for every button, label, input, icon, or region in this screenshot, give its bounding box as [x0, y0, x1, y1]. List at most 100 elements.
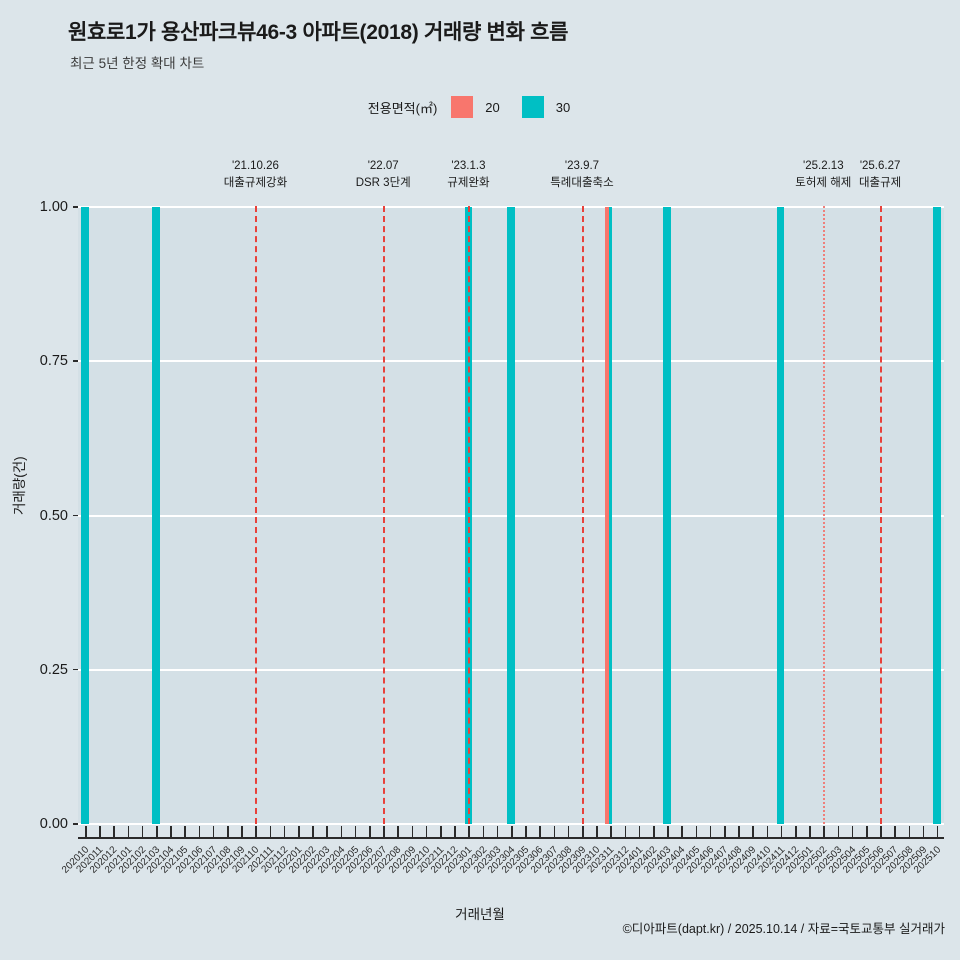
- x-tick-mark: [553, 826, 556, 837]
- y-axis-title: 거래량(건): [12, 456, 27, 515]
- bar[interactable]: [507, 207, 515, 824]
- bars: [78, 207, 944, 824]
- x-tick-mark: [241, 826, 243, 837]
- annotation-label: '23.1.3 규제완화: [447, 158, 489, 191]
- x-tick-mark: [652, 826, 655, 837]
- x-tick-mark: [567, 826, 570, 837]
- annotation-label: '23.9.7 특례대출축소: [550, 158, 613, 191]
- legend-label-30: 30: [555, 99, 571, 115]
- y-tick-mark: [73, 668, 78, 671]
- bar[interactable]: [777, 207, 785, 824]
- y-tick-label: 1.00: [39, 199, 68, 215]
- plot-area: [78, 206, 944, 825]
- x-tick-mark: [908, 826, 911, 837]
- annotation-line: [468, 206, 471, 824]
- x-tick-mark: [638, 826, 641, 837]
- y-tick-mark: [73, 360, 78, 362]
- annotation-date: '22.07: [367, 160, 399, 172]
- annotation-text: 대출규제강화: [223, 176, 288, 189]
- annotation-label: '25.2.13 토허제 해제: [795, 158, 851, 191]
- annotation-date: '21.10.26: [231, 160, 279, 172]
- annotation-line: [823, 206, 826, 824]
- x-tick-mark: [298, 826, 300, 837]
- annotation-label: '25.6.27 대출규제: [859, 158, 901, 191]
- annotation-text: 특례대출축소: [550, 176, 614, 189]
- x-axis-title: 거래년월: [455, 907, 505, 922]
- bar[interactable]: [663, 207, 671, 824]
- annotation-date: '25.2.13: [803, 160, 844, 172]
- x-tick-mark: [752, 826, 754, 837]
- x-tick-mark: [936, 826, 939, 837]
- annotation-line: [880, 206, 883, 824]
- y-tick-mark: [73, 206, 78, 208]
- x-tick-mark: [227, 826, 229, 837]
- x-tick-mark: [156, 826, 158, 837]
- x-tick-mark: [596, 826, 598, 837]
- x-tick-mark: [794, 826, 797, 837]
- annotation-label: '22.07 DSR 3단계: [356, 158, 411, 191]
- x-tick-mark: [865, 826, 868, 837]
- x-tick-mark: [738, 826, 740, 837]
- x-tick-mark: [369, 826, 371, 837]
- x-tick-mark: [312, 826, 314, 837]
- legend-swatch-20: [451, 96, 474, 118]
- x-tick-mark: [766, 826, 769, 837]
- x-tick-mark: [454, 826, 456, 837]
- chart-title: 원효로1가 용산파크뷰46-3 아파트(2018) 거래량 변화 흐름: [68, 21, 569, 44]
- x-axis-line: [78, 837, 944, 839]
- x-tick-mark: [809, 826, 811, 837]
- x-tick-mark: [695, 826, 698, 837]
- x-tick-mark: [496, 826, 499, 837]
- annotation-date: '23.9.7: [564, 160, 600, 172]
- bar[interactable]: [81, 207, 89, 824]
- x-tick-mark: [354, 826, 357, 837]
- annotation-text: 대출규제: [858, 176, 902, 189]
- gridline: [78, 823, 944, 825]
- annotation-lines: [78, 206, 944, 824]
- x-tick-mark: [851, 826, 854, 837]
- y-tick-label: 0.50: [39, 507, 68, 524]
- x-tick-mark: [85, 826, 87, 837]
- legend-label-20: 20: [485, 99, 500, 115]
- x-tick-mark: [141, 826, 144, 837]
- x-tick-mark: [383, 826, 385, 837]
- legend-item-30[interactable]: 30: [521, 96, 571, 118]
- x-tick-mark: [326, 826, 329, 837]
- x-tick-mark: [667, 826, 669, 837]
- legend-swatch-30: [521, 96, 544, 118]
- bar[interactable]: [464, 207, 473, 824]
- x-tick-mark: [255, 826, 258, 837]
- bar[interactable]: [933, 207, 941, 824]
- x-tick-mark: [283, 826, 286, 837]
- x-tick-mark: [780, 826, 783, 837]
- x-tick-mark: [440, 826, 442, 837]
- annotation-label: '21.10.26 대출규제강화: [224, 158, 287, 191]
- bar[interactable]: [608, 207, 613, 824]
- annotation-line: [255, 206, 258, 824]
- x-tick-mark: [681, 826, 683, 837]
- bar[interactable]: [152, 207, 160, 824]
- x-tick-mark: [170, 826, 172, 837]
- legend-title: 전용면적(㎡): [367, 100, 438, 116]
- x-tick-mark: [539, 826, 541, 837]
- x-tick-mark: [425, 826, 428, 837]
- chart-subtitle: 최근 5년 한정 확대 차트: [70, 56, 205, 71]
- y-tick-label: 0.00: [39, 816, 68, 832]
- x-tick-mark: [127, 826, 130, 837]
- y-tick-label: 0.25: [39, 661, 68, 678]
- annotation-text: 규제완화: [447, 176, 490, 189]
- annotation-text: 토허제 해제: [795, 176, 852, 189]
- legend-item-20[interactable]: 20: [451, 96, 500, 118]
- x-tick-mark: [624, 826, 627, 837]
- x-tick-mark: [411, 826, 414, 837]
- bar[interactable]: [604, 207, 609, 824]
- x-tick-mark: [610, 826, 612, 837]
- annotation-line: [383, 206, 386, 824]
- annotation-date: '25.6.27: [859, 160, 901, 172]
- annotation-date: '23.1.3: [451, 160, 486, 172]
- legend: 전용면적(㎡) 20 30: [0, 96, 960, 118]
- x-tick-mark: [340, 826, 343, 837]
- x-tick-mark: [581, 826, 584, 837]
- y-tick-mark: [73, 514, 78, 517]
